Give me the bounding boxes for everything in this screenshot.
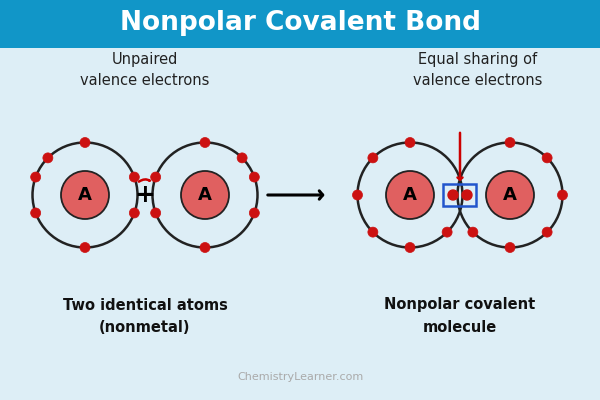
Circle shape [80,138,90,148]
Circle shape [130,172,139,182]
Text: A: A [198,186,212,204]
Circle shape [31,172,41,182]
Circle shape [200,242,210,252]
Circle shape [353,190,362,200]
Circle shape [486,171,534,219]
Circle shape [61,171,109,219]
FancyBboxPatch shape [0,0,600,48]
Circle shape [250,208,259,218]
Text: A: A [78,186,92,204]
Circle shape [237,153,247,163]
Circle shape [80,242,90,252]
Circle shape [151,208,161,218]
Circle shape [200,138,210,148]
Text: A: A [503,186,517,204]
Circle shape [250,172,259,182]
Text: Equal sharing of
valence electrons: Equal sharing of valence electrons [413,52,542,88]
FancyArrowPatch shape [139,179,149,182]
Circle shape [505,242,515,252]
Circle shape [405,138,415,148]
Text: Two identical atoms: Two identical atoms [62,298,227,312]
Text: +: + [134,183,155,207]
Circle shape [542,227,552,237]
Circle shape [542,153,552,163]
Circle shape [368,153,378,163]
Circle shape [448,190,458,200]
Text: (nonmetal): (nonmetal) [99,320,191,335]
Circle shape [31,208,41,218]
Circle shape [505,138,515,148]
Circle shape [405,242,415,252]
Text: molecule: molecule [423,320,497,335]
Circle shape [43,153,53,163]
Circle shape [442,227,452,237]
Text: Nonpolar covalent: Nonpolar covalent [385,298,536,312]
Text: Nonpolar Covalent Bond: Nonpolar Covalent Bond [119,10,481,36]
Circle shape [557,190,568,200]
Circle shape [151,172,161,182]
Circle shape [462,190,472,200]
Circle shape [130,208,139,218]
Bar [443,184,476,206]
Circle shape [181,171,229,219]
Text: A: A [403,186,417,204]
Circle shape [386,171,434,219]
Circle shape [468,227,478,237]
Circle shape [368,227,378,237]
Text: Unpaired
valence electrons: Unpaired valence electrons [80,52,209,88]
Text: ChemistryLearner.com: ChemistryLearner.com [237,372,363,382]
